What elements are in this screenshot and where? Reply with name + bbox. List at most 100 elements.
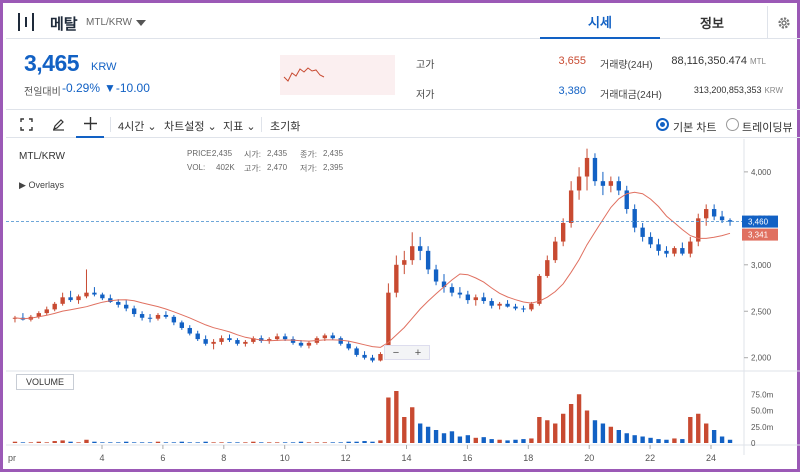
candle-body (608, 181, 614, 186)
candle-body (76, 296, 81, 301)
candle-body (632, 209, 637, 228)
high-value: 3,655 (558, 55, 586, 67)
tab-info-label: 정보 (700, 16, 724, 31)
candle-body (664, 250, 669, 254)
volume-bar (44, 442, 49, 443)
crosshair-icon (83, 117, 97, 130)
candle-body (489, 301, 494, 306)
change-percent: -0.29% (62, 81, 101, 95)
fullscreen-button[interactable] (12, 111, 40, 138)
x-tick-label: pr (8, 453, 16, 463)
candle-body (457, 292, 463, 295)
price-chart-area[interactable]: 4,0003,5003,0002,5002,00075.0m50.0m25.0m… (6, 139, 800, 472)
volume-bar (259, 442, 264, 443)
chevron-down-icon: ⌄ (246, 121, 256, 133)
volume-bar (433, 430, 439, 443)
amount-unit: KRW (764, 86, 783, 95)
volume-bar (711, 430, 717, 443)
candle-body (322, 335, 328, 339)
change-label: 전일대비 (24, 87, 61, 98)
pencil-icon (52, 119, 64, 131)
volume-bar (362, 441, 367, 443)
candle-body (425, 250, 431, 270)
x-tick-label: 6 (160, 453, 165, 463)
ohlc-high-label: 고가: (244, 164, 261, 173)
price-unit: KRW (91, 61, 117, 73)
indicators-menu[interactable]: 지표 ⌄ (223, 118, 256, 134)
volume-bar (370, 441, 375, 443)
candle-body (568, 190, 574, 223)
zoom-out-button[interactable]: − (392, 346, 400, 359)
candle-body (354, 348, 359, 355)
indicators-label: 지표 (223, 121, 244, 133)
ohlc-low: 2,395 (323, 163, 344, 172)
x-tick-label: 12 (341, 453, 351, 463)
candle-body (211, 341, 216, 344)
x-tick-label: 14 (401, 453, 411, 463)
basic-chart-radio[interactable] (656, 118, 669, 131)
volume-bar (696, 413, 701, 443)
candle-body (282, 336, 288, 340)
candle-body (545, 260, 550, 276)
candle-body (92, 292, 97, 295)
tradingview-label[interactable]: 트레이딩뷰 (742, 122, 793, 134)
chevron-down-icon[interactable] (136, 20, 146, 26)
mini-price-chart (280, 55, 395, 95)
candle-body (155, 314, 161, 319)
candle-body (251, 338, 256, 342)
header: 메탈 MTL/KRW 시세 정보 (6, 6, 800, 39)
tab-market-label: 시세 (588, 15, 612, 30)
zoom-controls: − + (384, 345, 430, 360)
zoom-in-button[interactable]: + (414, 346, 422, 359)
candle-body (584, 157, 590, 177)
volume-bar (84, 439, 89, 443)
volume-bar (227, 442, 232, 443)
candle-body (124, 304, 129, 309)
volume-bar (568, 404, 574, 443)
crosshair-button[interactable] (76, 111, 104, 138)
candle-body (481, 297, 486, 302)
y-tick-label: 2,500 (751, 307, 772, 316)
ohlc-vol: 402K (216, 163, 235, 172)
volume-bar (727, 439, 733, 443)
chevron-down-icon: ⌄ (207, 121, 217, 133)
candle-body (394, 264, 399, 293)
candle-body (465, 294, 471, 301)
volume-bar (338, 442, 343, 443)
tab-info[interactable]: 정보 (660, 6, 764, 39)
low-label: 저가 (416, 90, 435, 101)
candle-body (84, 292, 89, 297)
candle-body (243, 341, 248, 344)
candle-body (362, 354, 367, 358)
volume-bar (719, 436, 725, 443)
volume-bar (290, 442, 296, 443)
candlestick-chart[interactable]: 4,0003,5003,0002,5002,00075.0m50.0m25.0m… (6, 139, 800, 472)
draw-button[interactable] (44, 111, 72, 138)
candle-body (179, 322, 185, 328)
chart-settings-menu[interactable]: 차트설정 ⌄ (164, 118, 217, 134)
ohlc-open-label: 시가: (244, 150, 261, 159)
volume-bar (28, 442, 34, 443)
ma-price-tag-label: 3,341 (748, 231, 769, 240)
candle-body (576, 176, 582, 191)
volume-label: 거래량(24H) (600, 60, 653, 71)
volume-bar (584, 410, 590, 443)
settings-button[interactable] (767, 6, 800, 39)
basic-chart-label[interactable]: 기본 차트 (673, 122, 717, 134)
chevron-down-icon: ⌄ (147, 121, 157, 133)
overlays-toggle[interactable]: ▶ Overlays (19, 180, 64, 191)
vol-tick-label: 25.0m (751, 423, 774, 432)
volume-bar (179, 441, 185, 443)
current-price: 3,465 (24, 50, 80, 76)
tradingview-radio[interactable] (726, 118, 739, 131)
candle-body (44, 309, 49, 314)
chart-toolbar: 4시간 ⌄ 차트설정 ⌄ 지표 ⌄ 초기화 기본 차트 트레이딩뷰 (6, 111, 800, 138)
candle-body (306, 342, 312, 346)
tab-market[interactable]: 시세 (540, 6, 660, 39)
candle-body (203, 339, 208, 344)
reset-button[interactable]: 초기화 (270, 121, 301, 133)
candle-body (696, 218, 701, 242)
ohlc-close-label: 종가: (300, 150, 317, 159)
volume-bar (592, 420, 598, 443)
interval-select[interactable]: 4시간 ⌄ (118, 118, 157, 134)
